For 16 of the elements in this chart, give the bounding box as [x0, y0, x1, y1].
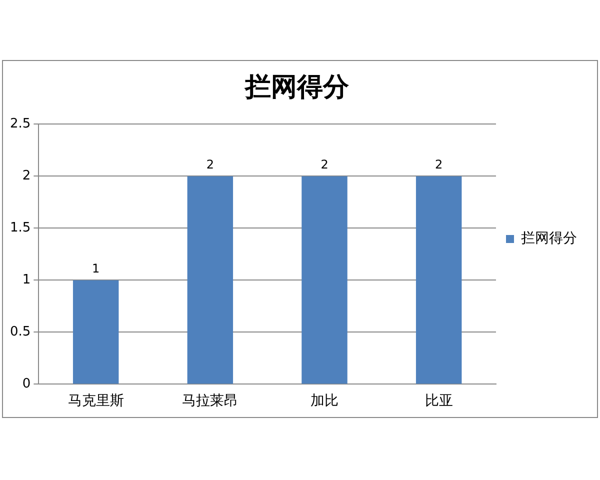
x-tick-label: 加比	[310, 393, 339, 410]
x-tick-label: 马拉莱昂	[182, 393, 238, 410]
chart-title: 拦网得分	[244, 72, 350, 102]
x-tick-label: 马克里斯	[68, 393, 124, 410]
y-tick-label: 1.5	[10, 220, 31, 236]
y-tick-label: 0	[22, 376, 31, 392]
y-tick-label: 1	[22, 272, 31, 288]
data-label: 2	[206, 157, 214, 172]
y-tick-label: 2.5	[10, 116, 31, 132]
x-tick-label: 比亚	[424, 393, 453, 410]
legend-label: 拦网得分	[521, 230, 577, 247]
y-tick-label: 2	[22, 168, 31, 184]
data-label: 2	[320, 157, 328, 172]
data-label: 2	[435, 157, 443, 172]
data-label: 1	[92, 261, 100, 276]
y-tick-label: 0.5	[10, 324, 31, 340]
